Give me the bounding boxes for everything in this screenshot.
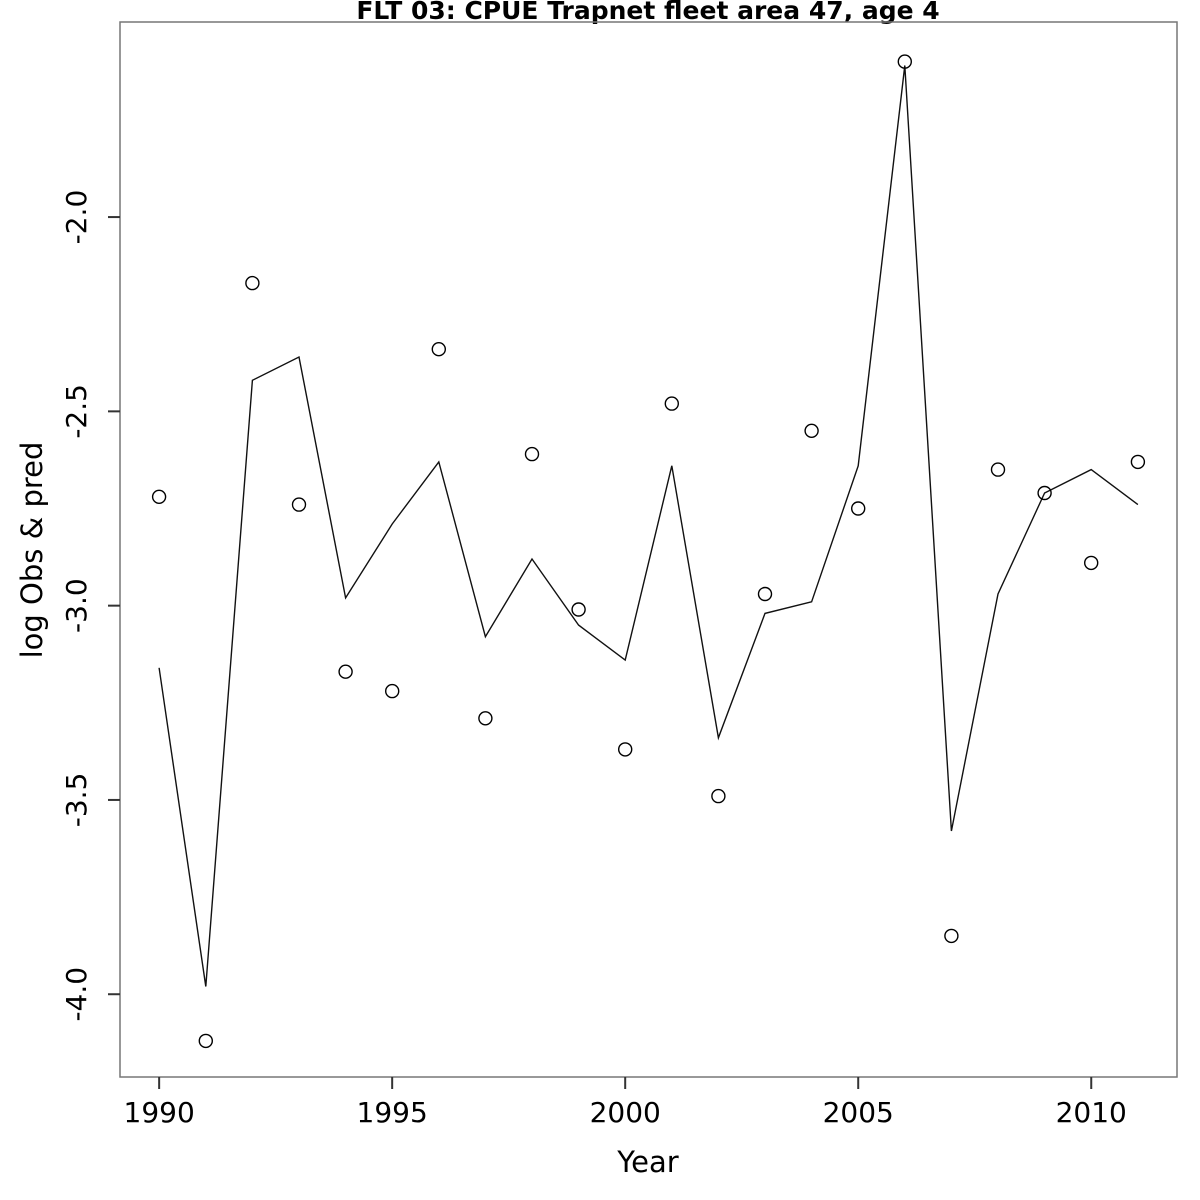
observation-marker	[1130, 454, 1146, 470]
observation-marker	[1083, 555, 1099, 571]
observation-marker	[245, 275, 260, 291]
chart-title: FLT 03: CPUE Trapnet fleet area 47, age …	[356, 0, 939, 25]
observation-marker	[1037, 485, 1052, 501]
x-axis-tick-label: 1990	[124, 1096, 195, 1129]
observation-marker	[431, 342, 446, 357]
y-axis-tick-label: -4.0	[60, 967, 93, 1022]
y-axis-tick-label: -3.5	[60, 773, 93, 828]
observation-marker	[385, 683, 400, 699]
x-axis-tick-label: 2005	[823, 1096, 894, 1129]
observation-marker	[711, 788, 726, 804]
y-axis-label: log Obs & pred	[15, 442, 49, 659]
observation-marker	[198, 1033, 214, 1049]
observation-marker	[851, 501, 866, 516]
observation-marker	[944, 928, 959, 944]
observation-marker	[478, 711, 493, 726]
plot-area: 1990 1995 2000 2005 2010 -2.0 -2.5 -3.0 -3.5 -4.0	[60, 21, 1178, 1129]
observation-marker	[618, 742, 633, 757]
x-axis-label: Year	[616, 1145, 678, 1179]
observation-marker	[291, 497, 307, 512]
y-axis-tick-label: -3.0	[60, 578, 93, 633]
prediction-line	[158, 65, 1139, 987]
y-axis-tick-label: -2.0	[60, 190, 93, 245]
observation-marker	[990, 462, 1006, 477]
x-axis-tick-label: 1995	[357, 1096, 428, 1129]
observation-marker	[571, 602, 586, 617]
observation-marker	[757, 586, 773, 602]
y-axis-tick-label: -2.5	[60, 384, 93, 439]
observation-marker	[338, 664, 353, 679]
plot-border	[119, 21, 1178, 1078]
observation-marker	[151, 489, 167, 504]
observation-marker	[804, 423, 819, 438]
x-axis-tick-label: 2000	[590, 1096, 661, 1129]
observation-marker	[664, 396, 679, 411]
observation-marker	[897, 54, 912, 69]
observation-marker	[524, 446, 540, 462]
x-axis-tick-label: 2010	[1056, 1096, 1127, 1129]
